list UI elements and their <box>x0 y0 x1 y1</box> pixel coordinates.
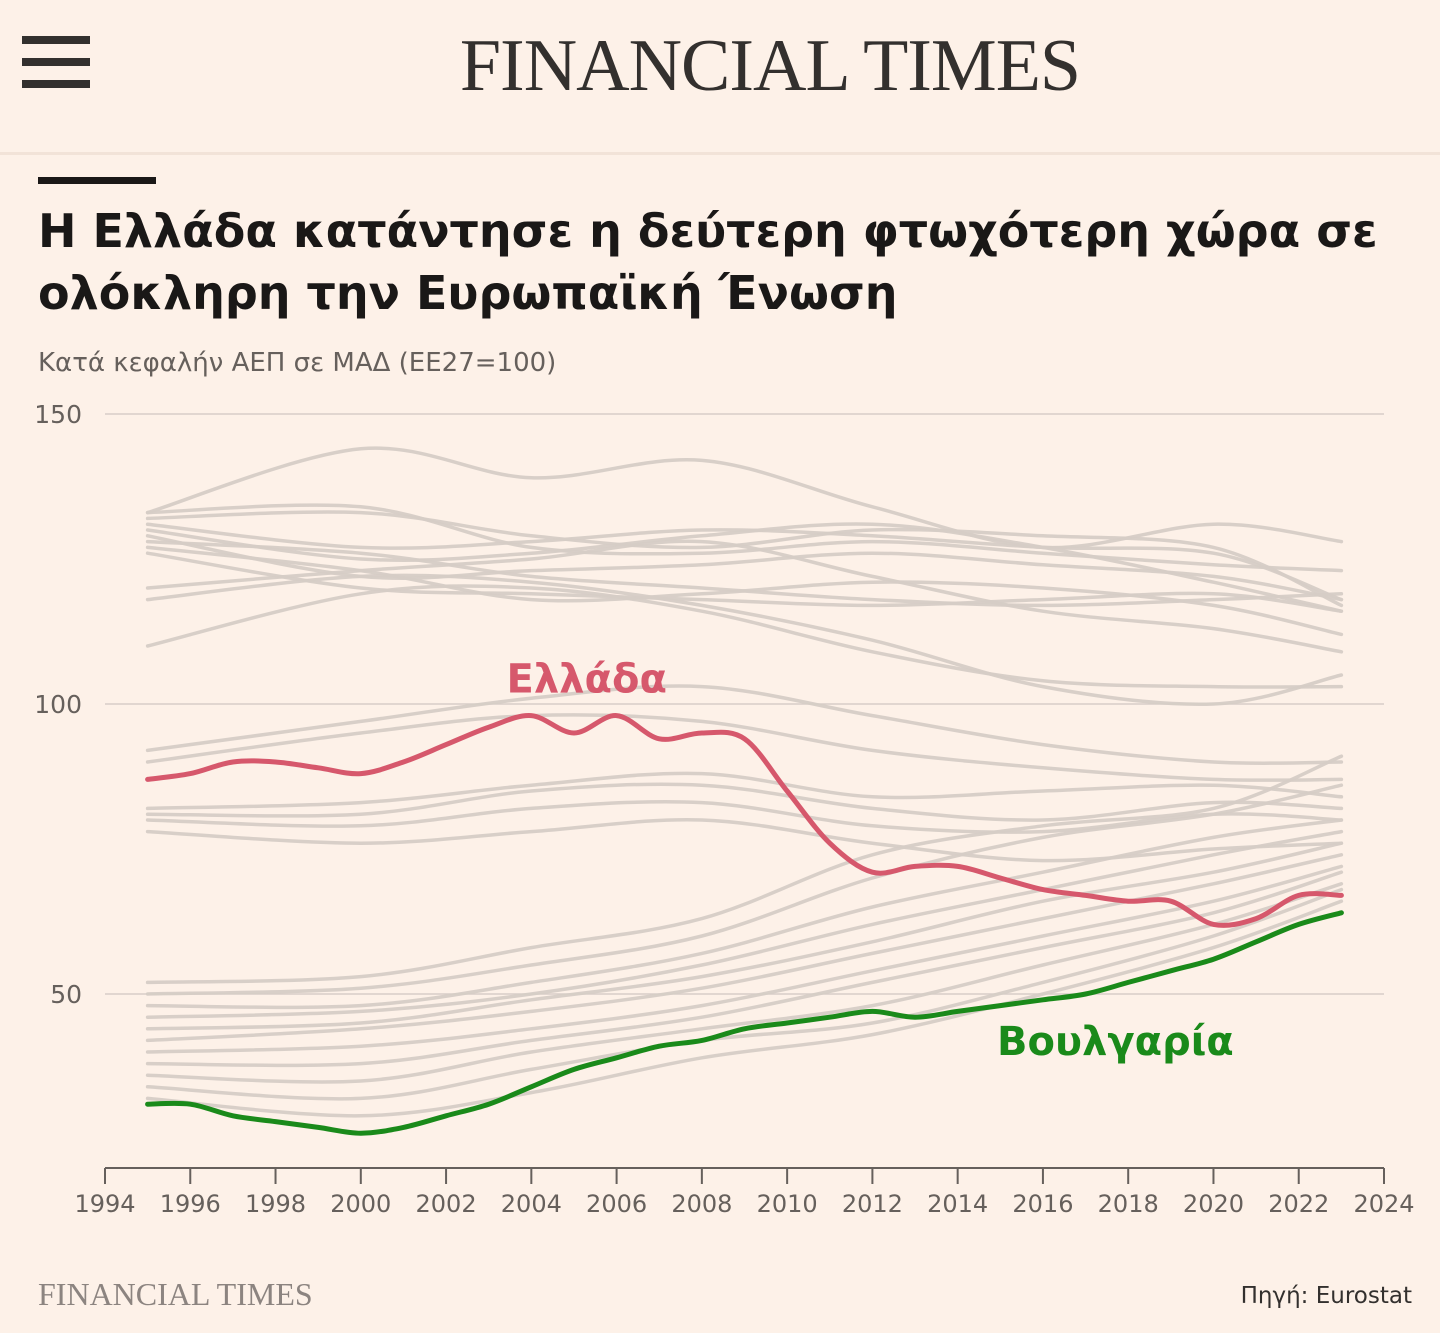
country-line-25 <box>145 870 1344 1068</box>
country-line-24 <box>145 864 1344 1054</box>
x-tick-label-2010: 2010 <box>757 1190 818 1218</box>
y-tick-label-50: 50 <box>50 980 82 1009</box>
x-tick-label-2012: 2012 <box>842 1190 903 1218</box>
x-tick-label-2004: 2004 <box>501 1190 562 1218</box>
series-line-greece <box>145 713 1344 928</box>
x-tick-label-2020: 2020 <box>1183 1190 1244 1218</box>
series-label-bulgaria: Βουλγαρία <box>997 1019 1234 1065</box>
line-chart: 150 100 50 Ελλάδα Βουλγαρία 1994 1996 1998 2000 2… <box>34 400 1414 1218</box>
series-label-greece: Ελλάδα <box>507 656 667 702</box>
title-accent-bar <box>38 177 156 184</box>
x-tick-label-2022: 2022 <box>1268 1190 1329 1218</box>
country-line-10 <box>145 573 1344 706</box>
x-tick-label-2016: 2016 <box>1012 1190 1073 1218</box>
header-divider <box>0 152 1440 155</box>
country-line-16 <box>145 799 1344 834</box>
country-line-2 <box>145 510 1344 608</box>
country-line-17 <box>145 818 1344 863</box>
footer-brand: FINANCIAL TIMES <box>38 1276 313 1312</box>
x-tick-label-2002: 2002 <box>416 1190 477 1218</box>
country-line-27 <box>145 887 1344 1101</box>
country-line-8 <box>145 551 1344 613</box>
hamburger-menu-icon[interactable] <box>22 36 90 88</box>
x-tick-label-2024: 2024 <box>1353 1190 1414 1218</box>
x-tick-label-2006: 2006 <box>586 1190 647 1218</box>
x-tick-label-2000: 2000 <box>330 1190 391 1218</box>
brand-logo[interactable]: FINANCIAL TIMES <box>459 25 1081 107</box>
country-line-13 <box>145 713 1344 782</box>
country-line-19 <box>145 783 1344 996</box>
series-line-bulgaria <box>145 910 1344 1136</box>
country-line-14 <box>145 771 1344 811</box>
x-tick-label-2014: 2014 <box>927 1190 988 1218</box>
y-tick-label-150: 150 <box>34 400 82 429</box>
country-line-11 <box>145 584 1344 689</box>
country-line-22 <box>145 841 1344 1031</box>
x-tick-label-2008: 2008 <box>671 1190 732 1218</box>
country-line-12 <box>145 684 1344 766</box>
country-line-15 <box>145 782 1344 822</box>
x-tick-label-1998: 1998 <box>245 1190 306 1218</box>
masthead: FINANCIAL TIMES <box>0 0 1440 152</box>
x-tick-label-1996: 1996 <box>160 1190 221 1218</box>
country-line-9 <box>145 539 1344 654</box>
country-line-28 <box>145 899 1344 1118</box>
x-tick-label-1994: 1994 <box>74 1190 135 1218</box>
country-line-21 <box>145 829 1344 1019</box>
country-line-18 <box>145 754 1344 985</box>
x-tick-label-2018: 2018 <box>1098 1190 1159 1218</box>
country-line-0 <box>145 446 1344 550</box>
country-line-26 <box>145 882 1344 1084</box>
country-line-1 <box>145 503 1344 573</box>
country-line-20 <box>145 818 1344 1010</box>
chart-title: Η Ελλάδα κατάντησε η δεύτερη φτωχότερη χ… <box>38 204 1378 320</box>
source-note: Πηγή: Eurostat <box>1240 1283 1412 1309</box>
y-tick-label-100: 100 <box>34 690 82 719</box>
country-line-23 <box>145 853 1344 1043</box>
chart-subtitle: Κατά κεφαλήν ΑΕΠ σε ΜΑΔ (ΕΕ27=100) <box>38 348 557 378</box>
